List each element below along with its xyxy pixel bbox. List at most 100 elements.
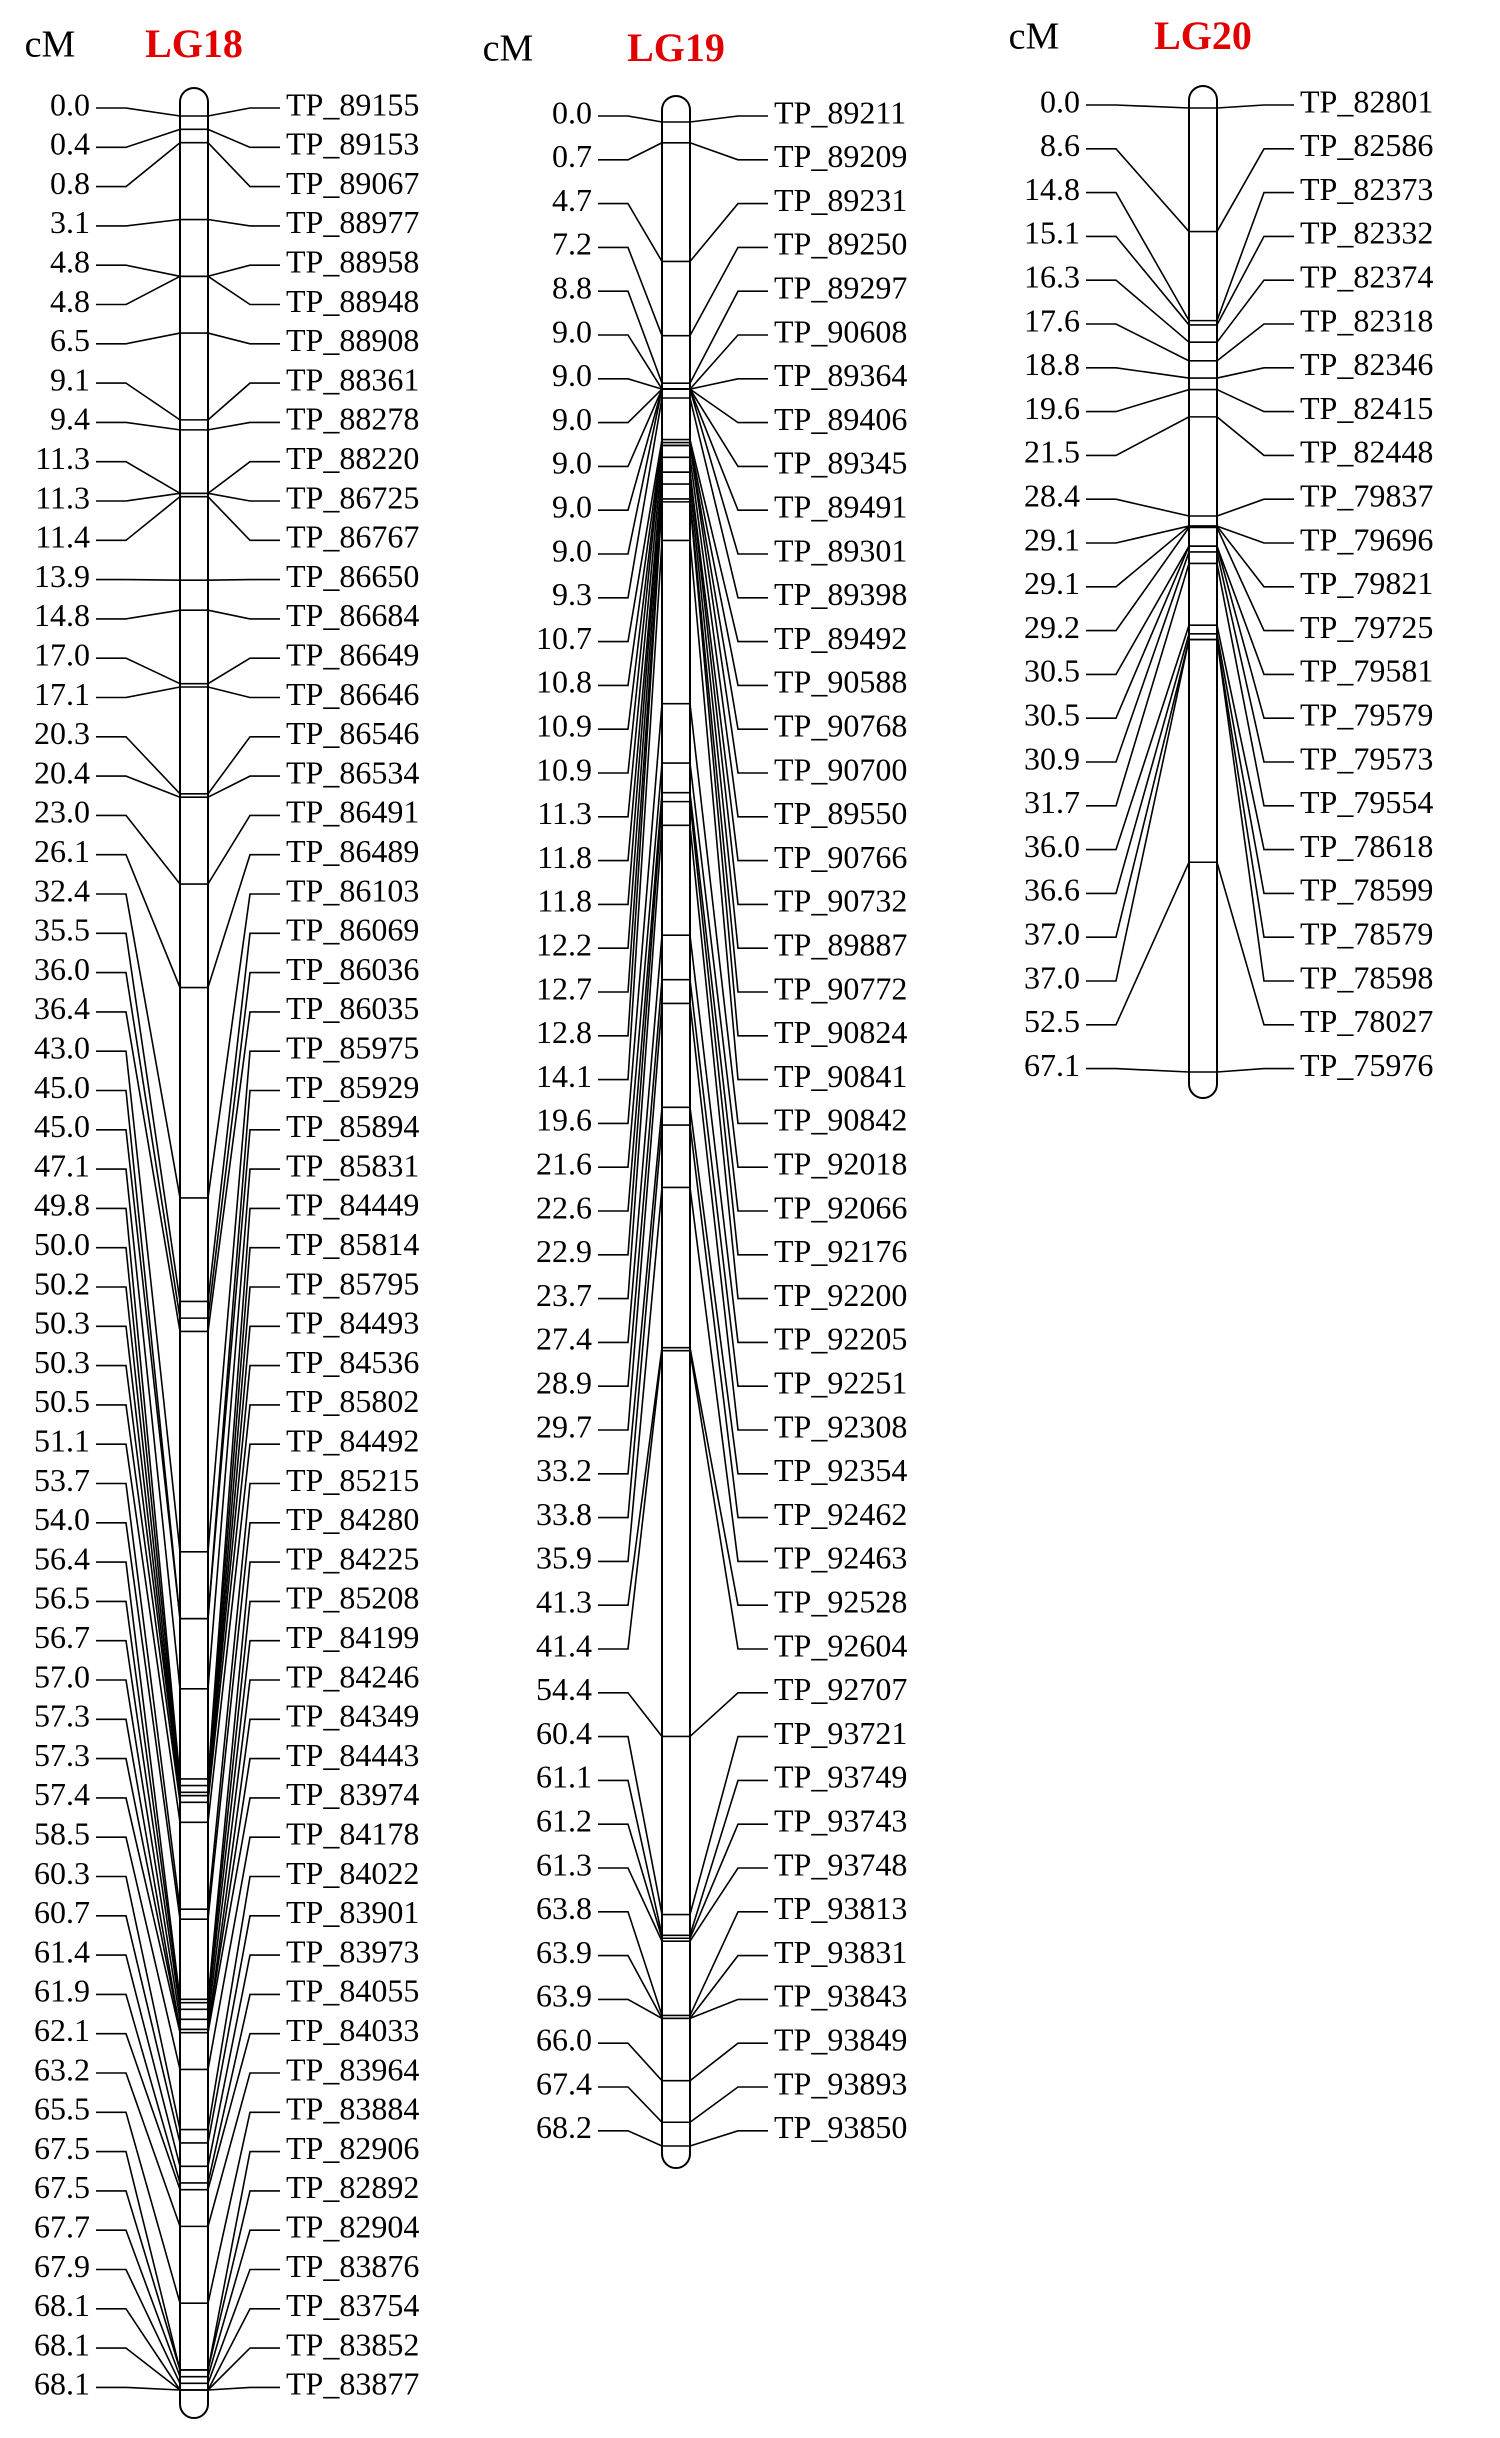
position-label: 57.3: [34, 1698, 90, 1734]
marker-name: TP_84055: [286, 1973, 419, 2009]
position-label: 11.3: [35, 479, 90, 515]
position-label: 50.5: [34, 1383, 90, 1419]
left-connector: [598, 792, 663, 1212]
left-connector: [96, 736, 181, 795]
position-label: 16.3: [1024, 259, 1080, 295]
right-connector: [689, 1187, 768, 1563]
position-label: 60.3: [34, 1855, 90, 1891]
position-label: 12.7: [536, 970, 592, 1006]
position-label: 67.4: [536, 2065, 592, 2101]
marker-name: TP_79554: [1300, 784, 1433, 820]
marker-name: TP_79725: [1300, 609, 1433, 645]
left-connector: [96, 2347, 181, 2391]
right-connector: [1216, 639, 1294, 982]
left-connector: [598, 388, 663, 468]
position-label: 35.9: [536, 1540, 592, 1576]
right-connector: [207, 2072, 280, 2227]
position-label: 20.4: [34, 754, 90, 790]
position-label: 17.6: [1024, 302, 1080, 338]
marker-name: TP_85975: [286, 1030, 419, 1066]
marker-name: TP_84022: [286, 1855, 419, 1891]
marker-name: TP_79581: [1300, 653, 1433, 689]
left-connector: [96, 1993, 181, 2184]
right-connector: [689, 1954, 768, 2019]
marker-name: TP_89406: [774, 401, 907, 437]
position-label: 11.8: [537, 839, 592, 875]
right-connector: [207, 218, 280, 227]
left-connector: [96, 264, 181, 278]
right-connector: [689, 378, 768, 390]
marker-name: TP_86489: [286, 833, 419, 869]
left-connector: [598, 378, 663, 390]
position-label: 29.1: [1024, 521, 1080, 557]
left-connector: [96, 893, 181, 1199]
position-label: 20.3: [34, 715, 90, 751]
position-label: 26.1: [34, 833, 90, 869]
marker-name: TP_89067: [286, 165, 419, 201]
left-connector: [96, 2229, 181, 2377]
left-connector: [96, 1561, 181, 2000]
left-connector: [598, 1735, 663, 1915]
left-connector: [598, 397, 663, 599]
marker-name: TP_84246: [286, 1658, 419, 1694]
right-connector: [207, 971, 280, 1319]
left-connector: [96, 1679, 181, 2020]
position-label: 67.1: [1024, 1047, 1080, 1083]
right-connector: [207, 893, 280, 1199]
right-connector: [207, 932, 280, 1302]
left-connector: [96, 1325, 181, 1796]
position-label: 33.2: [536, 1452, 592, 1488]
right-connector: [207, 1207, 280, 1779]
left-connector: [96, 775, 181, 798]
marker-name: TP_84449: [286, 1187, 419, 1223]
left-connector: [1086, 563, 1190, 807]
position-label: 36.0: [1024, 828, 1080, 864]
position-label: 8.8: [552, 270, 592, 306]
position-label: 67.5: [34, 2169, 90, 2205]
left-connector: [96, 657, 181, 685]
right-connector: [689, 388, 768, 424]
marker-name: TP_92463: [774, 1540, 907, 1576]
marker-name: TP_82415: [1300, 390, 1433, 426]
right-connector: [689, 1867, 768, 1942]
marker-name: TP_83876: [286, 2248, 419, 2284]
marker-name: TP_86650: [286, 558, 419, 594]
right-connector: [207, 107, 280, 117]
left-connector: [598, 445, 663, 774]
position-label: 41.3: [536, 1584, 592, 1620]
left-connector: [96, 1482, 181, 1910]
marker-name: TP_83973: [286, 1933, 419, 1969]
left-connector: [1086, 1067, 1190, 1073]
right-connector: [689, 498, 768, 993]
marker-name: TP_90772: [774, 970, 907, 1006]
right-connector: [1216, 235, 1294, 326]
position-label: 10.7: [536, 620, 592, 656]
right-connector: [207, 1993, 280, 2184]
right-connector: [207, 382, 280, 421]
marker-name: TP_82332: [1300, 215, 1433, 251]
marker-name: TP_86546: [286, 715, 419, 751]
marker-name: TP_90824: [774, 1014, 907, 1050]
left-connector: [598, 501, 663, 1037]
position-label: 28.4: [1024, 478, 1080, 514]
marker-name: TP_84536: [286, 1344, 419, 1380]
position-label: 11.3: [35, 440, 90, 476]
left-connector: [598, 142, 663, 161]
right-connector: [207, 1050, 280, 1552]
right-connector: [207, 1561, 280, 2000]
right-connector: [207, 1246, 280, 1786]
left-connector: [96, 1246, 181, 1786]
left-connector: [96, 1600, 181, 2003]
marker-name: TP_92308: [774, 1408, 907, 1444]
position-label: 9.0: [552, 401, 592, 437]
position-label: 29.2: [1024, 609, 1080, 645]
position-label: 0.0: [1040, 83, 1080, 119]
marker-name: TP_84033: [286, 2012, 419, 2048]
right-connector: [207, 657, 280, 685]
position-label: 28.9: [536, 1365, 592, 1401]
marker-name: TP_86649: [286, 637, 419, 673]
position-label: 14.8: [1024, 171, 1080, 207]
right-connector: [689, 2042, 768, 2082]
position-label: 51.1: [34, 1423, 90, 1459]
